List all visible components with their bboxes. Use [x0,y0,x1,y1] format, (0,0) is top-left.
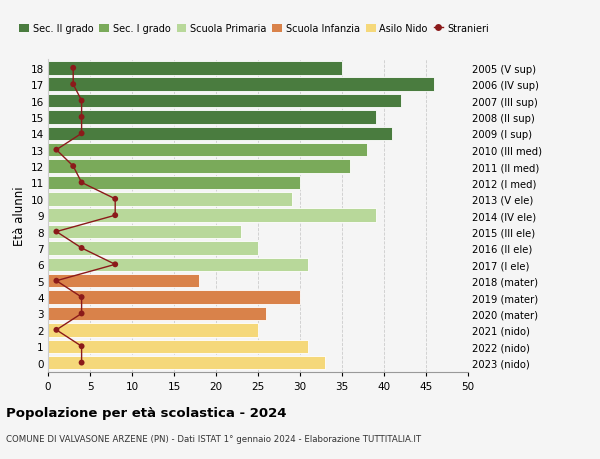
Point [110,261,120,269]
Point [68,65,78,73]
Bar [48,111,376,124]
Text: COMUNE DI VALVASONE ARZENE (PN) - Dati ISTAT 1° gennaio 2024 - Elaborazione TUTT: COMUNE DI VALVASONE ARZENE (PN) - Dati I… [6,434,421,443]
Bar [48,242,258,255]
Point [52,277,61,285]
Bar [48,62,342,75]
Bar [48,144,367,157]
Bar [48,340,308,353]
Y-axis label: Età alunni: Età alunni [13,186,26,246]
Point [77,310,86,318]
Point [68,163,78,170]
Point [110,212,120,219]
Point [52,326,61,334]
Point [77,179,86,187]
Point [77,98,86,105]
Bar [48,225,241,239]
Bar [48,176,300,190]
Point [110,196,120,203]
Point [77,294,86,301]
Point [52,147,61,154]
Point [52,229,61,236]
Point [77,114,86,121]
Bar [48,274,199,288]
Bar [48,78,434,92]
Point [77,343,86,350]
Point [68,81,78,89]
Bar [48,356,325,369]
Bar [48,209,376,223]
Legend: Sec. II grado, Sec. I grado, Scuola Primaria, Scuola Infanzia, Asilo Nido, Stran: Sec. II grado, Sec. I grado, Scuola Prim… [19,24,489,34]
Point [77,245,86,252]
Bar [48,307,266,320]
Text: Popolazione per età scolastica - 2024: Popolazione per età scolastica - 2024 [6,406,287,419]
Point [77,359,86,366]
Bar [48,127,392,141]
Bar [48,95,401,108]
Point [77,130,86,138]
Bar [48,193,292,206]
Bar [48,160,350,174]
Bar [48,291,300,304]
Bar [48,324,258,337]
Bar [48,258,308,271]
